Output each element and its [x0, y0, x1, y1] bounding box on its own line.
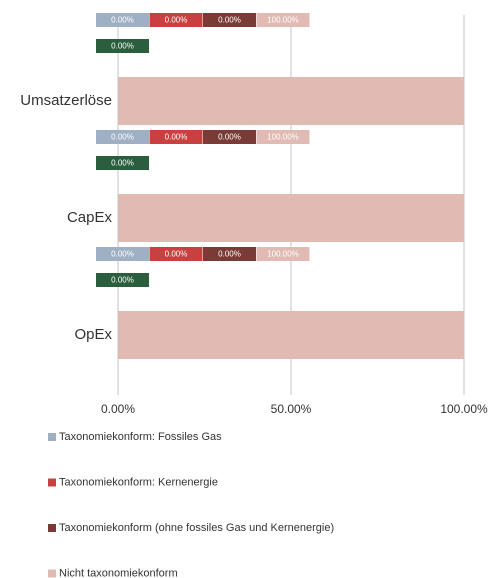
- category-label: Umsatzerlöse: [20, 92, 112, 109]
- category-label: CapEx: [67, 209, 113, 226]
- x-tick-label: 0.00%: [101, 402, 135, 416]
- data-label-box: [96, 247, 149, 261]
- data-label: 100.00%: [267, 133, 299, 142]
- data-label: 0.00%: [218, 133, 241, 142]
- data-label: 0.00%: [111, 42, 134, 51]
- data-label-box: [96, 130, 149, 144]
- data-label-box: [149, 13, 203, 27]
- x-tick-label: 50.00%: [271, 402, 312, 416]
- legend-swatch: [48, 433, 56, 441]
- data-label-box: [203, 247, 256, 261]
- legend-label: Taxonomiekonform: Fossiles Gas: [59, 431, 222, 443]
- x-tick-label: 100.00%: [440, 402, 488, 416]
- data-label: 100.00%: [267, 250, 299, 259]
- legend-swatch: [48, 478, 56, 487]
- legend-swatch: [48, 524, 56, 532]
- bar-segment: [118, 311, 464, 359]
- legend-label: Taxonomiekonform (ohne fossiles Gas und …: [59, 522, 334, 534]
- data-label-box: [96, 13, 149, 27]
- data-label-box: [96, 273, 149, 287]
- bar-segment: [118, 194, 464, 242]
- data-label-box: [96, 39, 149, 53]
- data-label-box: [256, 13, 310, 27]
- data-label: 0.00%: [165, 250, 188, 259]
- legend-swatch: [48, 569, 56, 578]
- data-label: 0.00%: [111, 133, 134, 142]
- data-label-box: [256, 247, 310, 261]
- data-label: 0.00%: [218, 16, 241, 25]
- legend-label: Taxonomiekonform: Kernenergie: [59, 476, 218, 488]
- data-label-box: [203, 13, 256, 27]
- data-label: 100.00%: [267, 16, 299, 25]
- bar-segment: [118, 77, 464, 125]
- data-label: 0.00%: [218, 250, 241, 259]
- data-label-box: [149, 130, 203, 144]
- data-label: 0.00%: [165, 16, 188, 25]
- legend-label: Nicht taxonomiekonform: [59, 567, 178, 578]
- data-label-box: [96, 156, 149, 170]
- data-label: 0.00%: [111, 16, 134, 25]
- data-label: 0.00%: [111, 250, 134, 259]
- data-label: 0.00%: [165, 133, 188, 142]
- data-label-box: [149, 247, 203, 261]
- data-label: 0.00%: [111, 159, 134, 168]
- data-label: 0.00%: [111, 276, 134, 285]
- data-label-box: [256, 130, 310, 144]
- data-label-box: [203, 130, 256, 144]
- category-label: OpEx: [74, 326, 112, 343]
